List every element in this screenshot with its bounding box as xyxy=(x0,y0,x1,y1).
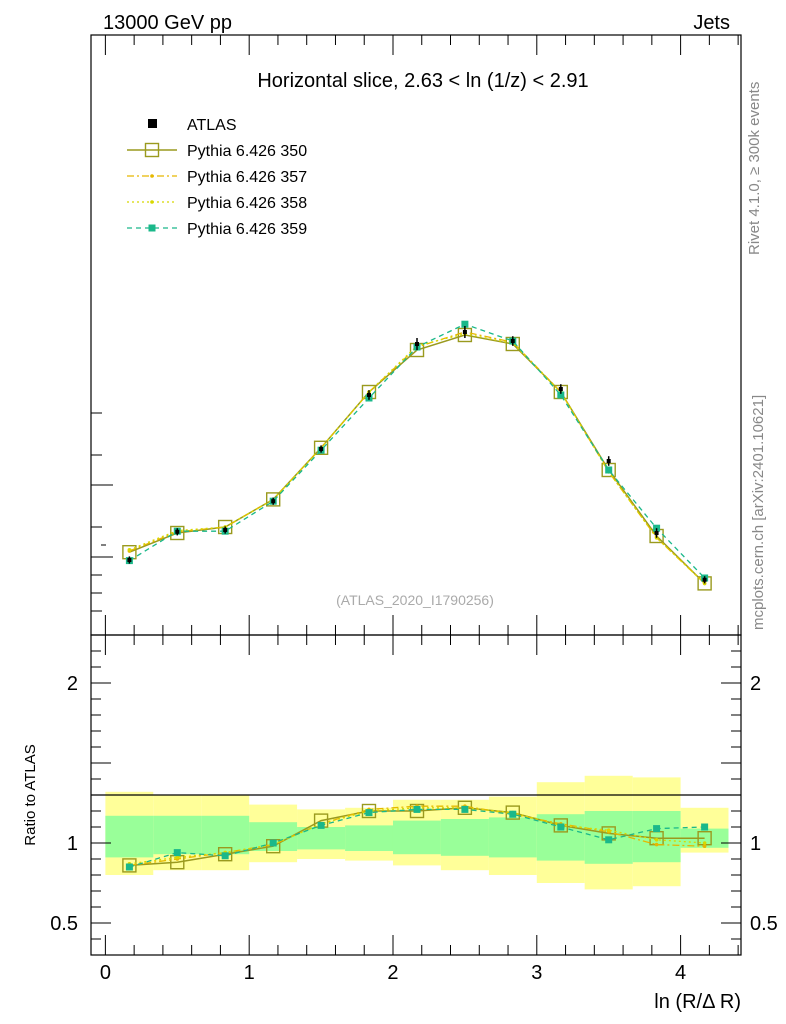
atlas-data-point xyxy=(654,531,659,535)
ratio-point-pythia-6-426-359 xyxy=(509,810,517,818)
ratio-point-pythia-6-426-358 xyxy=(175,855,180,860)
process-label: Jets xyxy=(693,12,730,34)
inner-band-bin xyxy=(392,820,441,855)
atlas-data-point xyxy=(366,393,371,397)
atlas-data-point xyxy=(606,459,611,463)
legend-marker-pythia-6-426-357 xyxy=(150,174,154,178)
legend: ATLAS Pythia 6.426 350 Pythia 6.426 357 Pyt… xyxy=(127,117,307,238)
main-panel: Horizontal slice, 2.63 < ln (1/z) < 2.91… xyxy=(90,34,742,636)
ratio-point-pythia-6-426-359 xyxy=(221,852,229,860)
atlas-data-point xyxy=(558,387,563,391)
series-point-pythia-6-426-359 xyxy=(461,320,469,328)
ratio-point-pythia-6-426-359 xyxy=(653,825,661,833)
inner-band-bin xyxy=(536,814,585,861)
ratio-point-pythia-6-426-350 xyxy=(122,858,137,873)
main-axis-ticks xyxy=(91,35,739,635)
series-line-pythia-6-426-350 xyxy=(129,334,706,584)
atlas-data-point xyxy=(271,499,276,504)
inner-band-bin xyxy=(297,827,346,850)
x-tick-label: 4 xyxy=(675,962,686,984)
ratio-uncertainty-bands xyxy=(105,775,729,890)
rivet-label: Rivet 4.1.0, ≥ 300k events xyxy=(746,82,763,255)
legend-label: ATLAS xyxy=(187,117,237,134)
ratio-point-pythia-6-426-359 xyxy=(701,823,709,831)
series-point-pythia-6-426-359 xyxy=(557,391,565,399)
x-axis-label: ln (R/Δ R) xyxy=(654,991,741,1013)
atlas-data-point xyxy=(415,342,420,346)
series-line-pythia-6-426-357 xyxy=(129,331,706,584)
ratio-point-pythia-6-426-359 xyxy=(557,823,565,831)
ratio-y-axis-label: Ratio to ATLAS xyxy=(22,744,39,845)
inner-band-bin xyxy=(440,819,489,856)
atlas-data-point xyxy=(702,577,707,582)
ratio-point-pythia-6-426-359 xyxy=(125,863,133,871)
ratio-frame xyxy=(90,634,742,956)
atlas-data-point xyxy=(319,447,324,451)
x-tick-label: 1 xyxy=(244,962,255,984)
legend-label: Pythia 6.426 357 xyxy=(187,169,307,186)
ratio-axis-ticks: 0 1 2 3 4 0.5 0.5 1 1 2 2 xyxy=(50,635,778,984)
series-line-pythia-6-426-359 xyxy=(129,323,706,579)
analysis-id-label: (ATLAS_2020_I1790256) xyxy=(336,592,494,608)
x-tick-label: 3 xyxy=(531,962,542,984)
ratio-point-pythia-6-426-359 xyxy=(461,805,469,813)
ratio-point-pythia-6-426-358 xyxy=(606,828,611,832)
atlas-data-point xyxy=(175,529,180,534)
ratio-point-pythia-6-426-359 xyxy=(173,849,181,857)
inner-band-bin xyxy=(345,825,393,851)
series-point-pythia-6-426-350 xyxy=(170,525,185,541)
energy-label: 13000 GeV pp xyxy=(103,12,232,34)
ratio-panel: 0 1 2 3 4 0.5 0.5 1 1 2 2 Ratio to ATLAS ln (R/Δ R… xyxy=(22,634,778,1013)
series-point-pythia-6-426-358 xyxy=(127,548,132,552)
ratio-point-pythia-6-426-358 xyxy=(702,841,707,845)
legend-label: Pythia 6.426 359 xyxy=(187,221,307,238)
legend-label: Pythia 6.426 350 xyxy=(187,143,307,160)
legend-marker-pythia-6-426-358 xyxy=(150,200,154,204)
series-point-pythia-6-426-350 xyxy=(313,440,329,455)
ratio-point-pythia-6-426-359 xyxy=(605,836,613,844)
ratio-point-pythia-6-426-359 xyxy=(269,839,277,847)
ratio-point-pythia-6-426-359 xyxy=(317,821,325,829)
atlas-data-point xyxy=(462,330,467,334)
legend-marker-pythia-6-426-350 xyxy=(144,142,160,158)
ratio-y-tick-label: 0.5 xyxy=(50,913,78,935)
ratio-marks xyxy=(122,800,712,873)
ratio-point-pythia-6-426-358 xyxy=(654,838,659,842)
ratio-y-tick-label: 0.5 xyxy=(750,913,778,935)
ratio-y-tick-label: 2 xyxy=(750,673,761,695)
mcplots-label: mcplots.cern.ch [arXiv:2401.10621] xyxy=(750,395,767,630)
legend-marker-pythia-6-426-359 xyxy=(148,224,156,232)
ratio-y-tick-label: 1 xyxy=(67,833,78,855)
ratio-point-pythia-6-426-359 xyxy=(365,809,373,817)
inner-band-bin xyxy=(105,815,154,858)
ratio-y-tick-label: 1 xyxy=(750,833,761,855)
ratio-point-pythia-6-426-359 xyxy=(413,805,421,813)
ratio-y-tick-label: 2 xyxy=(67,673,78,695)
legend-marker-atlas xyxy=(148,119,157,128)
atlas-data-point xyxy=(510,339,515,343)
legend-label: Pythia 6.426 358 xyxy=(187,195,307,212)
inner-band-bin xyxy=(153,815,202,855)
inner-band-bin xyxy=(201,815,250,855)
inner-band-bin xyxy=(488,817,537,858)
chart-title: Horizontal slice, 2.63 < ln (1/z) < 2.91 xyxy=(257,70,588,92)
ratio-point-pythia-6-426-350 xyxy=(217,847,233,862)
x-tick-label: 0 xyxy=(100,962,111,984)
ratio-point-pythia-6-426-357 xyxy=(702,844,707,848)
main-marks xyxy=(122,320,712,591)
x-tick-label: 2 xyxy=(387,962,398,984)
atlas-data-point xyxy=(223,528,228,532)
atlas-data-point xyxy=(127,558,132,562)
ratio-point-pythia-6-426-357 xyxy=(654,842,659,847)
series-point-pythia-6-426-359 xyxy=(605,466,613,474)
series-line-pythia-6-426-358 xyxy=(129,333,706,584)
series-point-pythia-6-426-350 xyxy=(266,492,281,507)
